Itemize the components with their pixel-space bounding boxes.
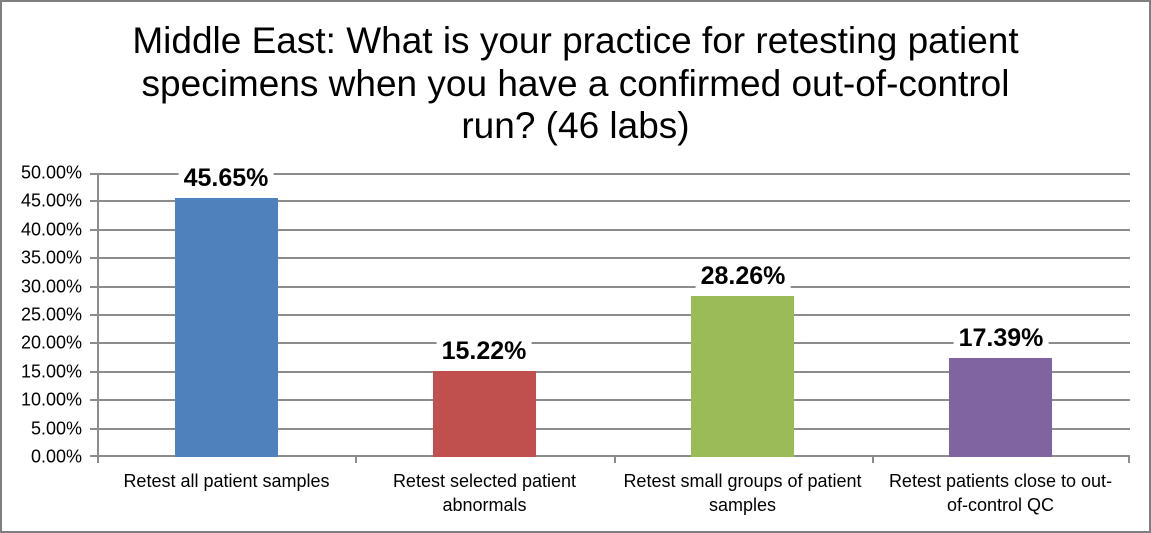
gridline [97,455,1130,457]
y-axis-tick-label: 25.00% [20,304,82,325]
y-axis-tick [90,286,97,288]
bar-value-label: 15.22% [436,337,532,366]
x-axis-tick [872,457,874,463]
gridline [97,200,1130,202]
bar-value-label: 45.65% [178,164,274,193]
y-axis-tick [90,342,97,344]
y-axis-tick-label: 45.00% [20,190,82,211]
gridline [97,314,1130,316]
y-axis-tick-label: 15.00% [20,361,82,382]
y-axis-tick [90,200,97,202]
gridline [97,257,1130,259]
chart-title: Middle East: What is your practice for r… [132,20,1019,147]
gridline [97,399,1130,401]
y-axis-tick [90,257,97,259]
gridline [97,428,1130,430]
y-axis-tick [90,455,97,457]
bar [433,371,536,457]
y-axis-tick-label: 35.00% [20,247,82,268]
bar [949,358,1052,457]
y-axis-tick [90,428,97,430]
category-label: Retest small groups of patient samples [623,471,862,516]
y-axis-tick [90,314,97,316]
y-axis-tick-label: 5.00% [30,418,82,439]
gridline [97,342,1130,344]
y-axis-tick [90,399,97,401]
gridline [97,286,1130,288]
x-axis-tick [614,457,616,463]
bar [175,198,278,457]
gridline [97,229,1130,231]
y-axis-labels: 0.00% 5.00% 10.00% 15.00% 20.00% 25.00% 30.00%… [2,163,82,467]
y-axis-tick-label: 0.00% [30,446,82,467]
category-label: Retest patients close to out- of-control… [888,471,1113,516]
gridline [97,173,1130,175]
x-axis-labels: Retest all patient samples Retest selecte… [97,469,1130,529]
bar-value-label: 28.26% [695,262,791,291]
x-axis-tick [97,457,99,463]
y-axis-tick-label: 10.00% [20,389,82,410]
gridline [97,371,1130,373]
category-label: Retest selected patient abnormals [392,471,577,516]
x-axis-tick [1128,457,1130,463]
y-axis-tick-label: 30.00% [20,276,82,297]
y-axis-line [97,173,99,457]
y-axis-tick [90,371,97,373]
y-axis-tick-label: 40.00% [20,219,82,240]
y-axis-tick [90,229,97,231]
y-axis-tick [90,173,97,175]
category-label: Retest all patient samples [123,471,330,491]
plot-area: 45.65% 15.22% 28.26% 17.39% [90,164,1130,463]
x-axis-tick [355,457,357,463]
bar [691,296,794,457]
y-axis-tick-label: 50.00% [20,162,82,183]
bar-value-label: 17.39% [953,324,1049,353]
y-axis-tick-label: 20.00% [20,332,82,353]
